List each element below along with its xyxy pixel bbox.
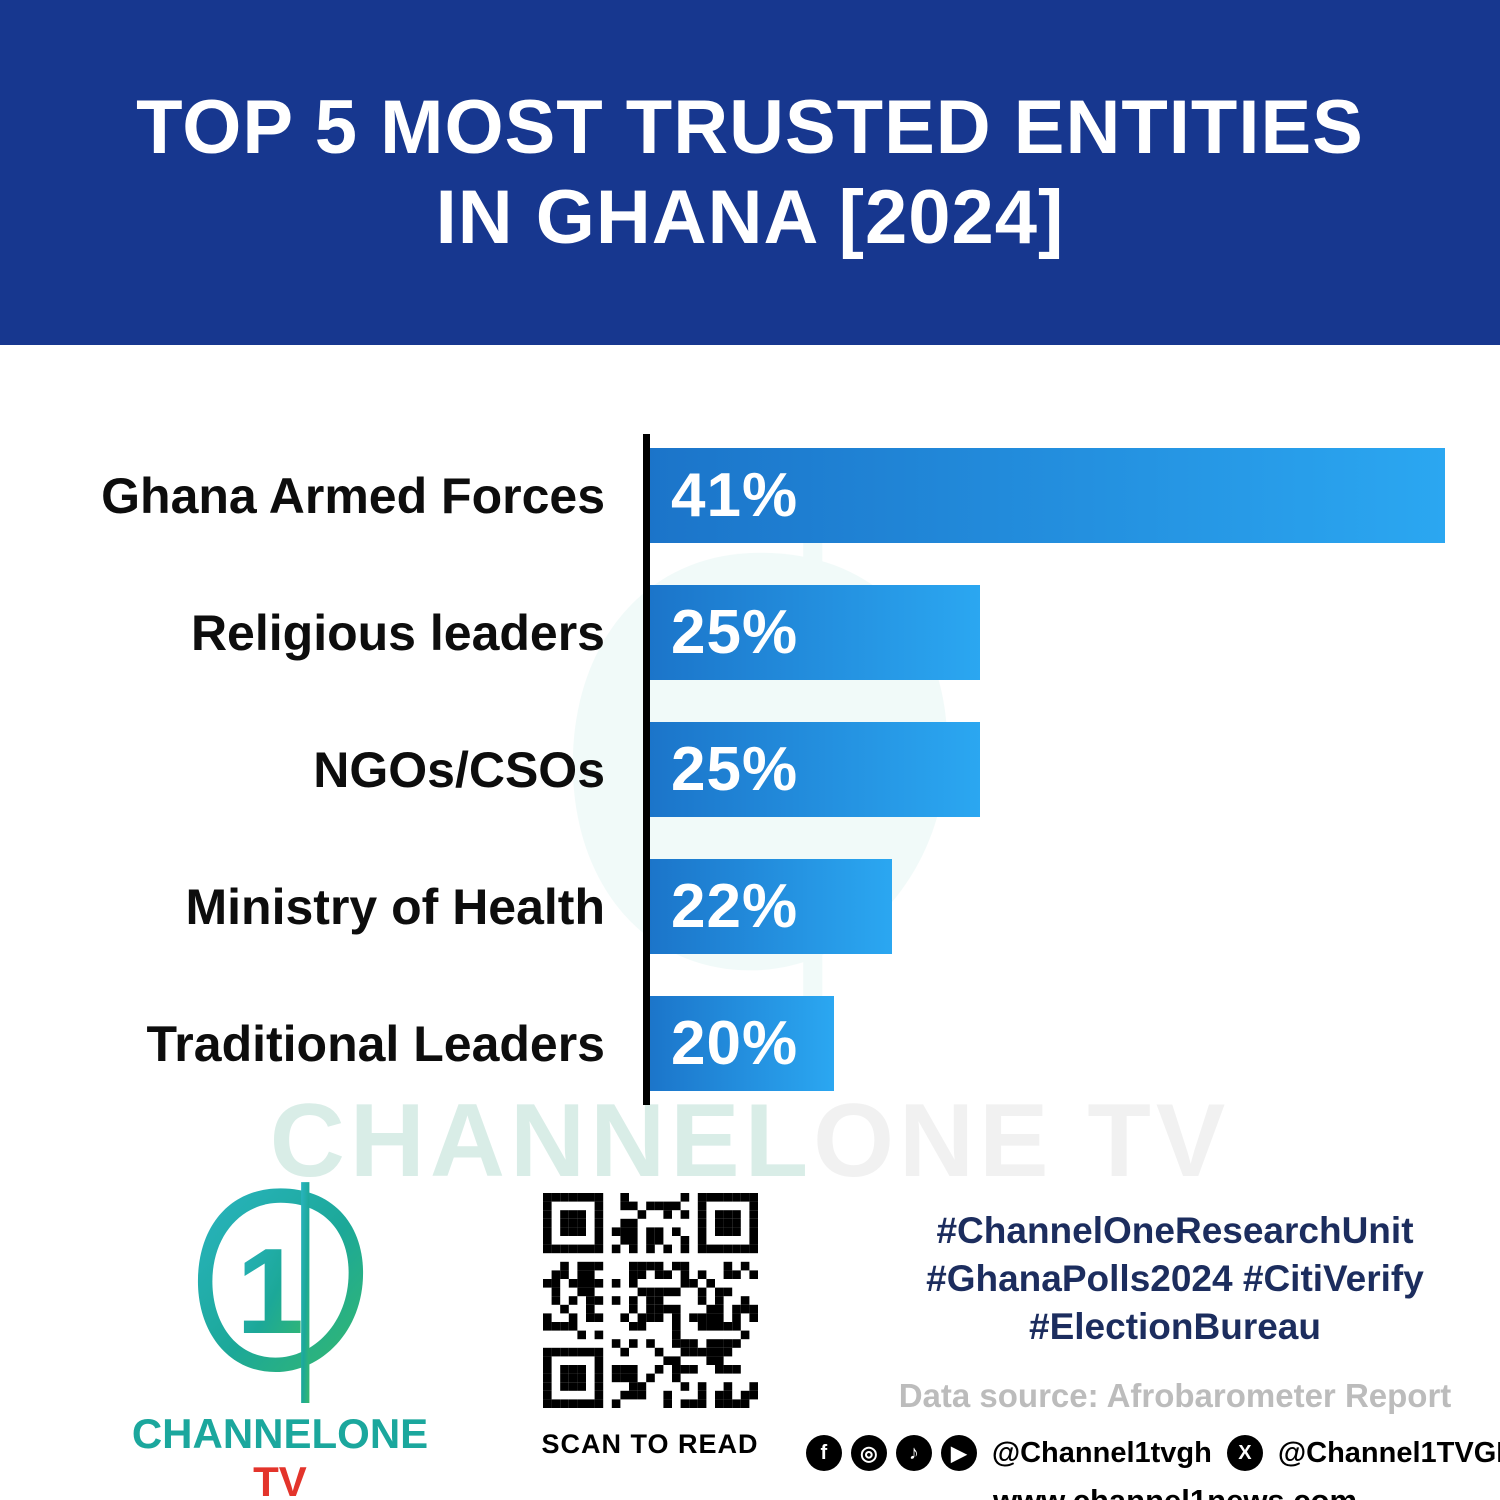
youtube-icon: ▶ (940, 1435, 977, 1472)
bar-row: Ministry of Health 22% (55, 859, 1445, 954)
bar-row: Traditional Leaders 20% (55, 996, 1445, 1091)
qr-caption: SCAN TO READ (541, 1429, 759, 1459)
watermark-channel: CHANNEL (269, 1083, 814, 1199)
channel-one-logo-icon: 1 (197, 1182, 363, 1403)
bar: 22% (645, 859, 893, 954)
chart-axis (643, 434, 650, 1105)
bar-track: 25% (645, 722, 1445, 817)
data-source: Data source: Afrobarometer Report (898, 1377, 1452, 1415)
hashtag-line-2: #GhanaPolls2024 #CitiVerify (926, 1258, 1424, 1300)
hashtag-line-1: #ChannelOneResearchUnit (936, 1210, 1414, 1251)
header-banner: TOP 5 MOST TRUSTED ENTITIES IN GHANA [20… (0, 0, 1500, 345)
channel-one-watermark: CHANNELONE TV (0, 1082, 1500, 1201)
brand-wordmark: CHANNELONE TV (120, 1410, 440, 1500)
tiktok-icon: ♪ (895, 1435, 932, 1472)
bar-track: 20% (645, 996, 1445, 1091)
bar-category-label: Ghana Armed Forces (101, 467, 605, 524)
bar-value-label: 20% (671, 1009, 799, 1078)
page-title: TOP 5 MOST TRUSTED ENTITIES IN GHANA [20… (136, 83, 1364, 262)
footer-info-block: #ChannelOneResearchUnit #GhanaPolls2024 … (805, 1207, 1500, 1500)
bar-category-label: Religious leaders (190, 604, 605, 661)
brand-tv: TV (253, 1458, 307, 1500)
bar-row: NGOs/CSOs 25% (55, 722, 1445, 817)
bar-value-label: 25% (671, 735, 799, 804)
bar: 25% (645, 585, 980, 680)
bar-rows: Ghana Armed Forces 41% Religious leaders 25… (55, 448, 1445, 1091)
bar-value-label: 22% (671, 872, 799, 941)
bar-row: Religious leaders 25% (55, 585, 1445, 680)
bar: 25% (645, 722, 980, 817)
bar: 20% (645, 996, 835, 1091)
social-row: f ◎ ♪ ▶ @Channel1tvgh X @Channel1TVGHA (805, 1435, 1500, 1472)
hashtag-line-3: #ElectionBureau (1029, 1306, 1321, 1348)
bar-row: Ghana Armed Forces 41% (55, 448, 1445, 543)
bar-track: 41% (645, 448, 1445, 543)
bar-value-label: 25% (671, 598, 799, 667)
instagram-icon: ◎ (850, 1435, 887, 1472)
hashtags: #ChannelOneResearchUnit #GhanaPolls2024 … (880, 1207, 1470, 1351)
logo-digit: 1 (236, 1223, 304, 1359)
social-handle-1: @Channel1tvgh (991, 1436, 1212, 1469)
facebook-icon: f (805, 1435, 842, 1472)
qr-block: SCAN TO READ (525, 1193, 775, 1460)
x-icon: X (1226, 1435, 1263, 1472)
bar-category-label: Ministry of Health (185, 878, 605, 935)
bar-category-label: Traditional Leaders (146, 1015, 605, 1072)
brand-channelone: CHANNELONE (131, 1410, 429, 1457)
bar-category-label: NGOs/CSOs (313, 741, 605, 798)
website-url: www.channel1news.com (880, 1483, 1470, 1500)
bar-chart: Ghana Armed Forces 41% Religious leaders 25… (55, 434, 1445, 1105)
qr-code (542, 1193, 758, 1408)
bar: 41% (645, 448, 1445, 543)
title-line-2: IN GHANA [2024] (435, 174, 1065, 260)
bar-value-label: 41% (671, 461, 799, 530)
bar-track: 22% (645, 859, 1445, 954)
title-line-1: TOP 5 MOST TRUSTED ENTITIES (136, 84, 1364, 170)
social-handle-2: @Channel1TVGHA (1277, 1436, 1500, 1469)
channel-one-logo-block: 1 CHANNELONE TV (120, 1178, 440, 1500)
bar-track: 25% (645, 585, 1445, 680)
watermark-one-tv: ONE TV (813, 1083, 1231, 1199)
